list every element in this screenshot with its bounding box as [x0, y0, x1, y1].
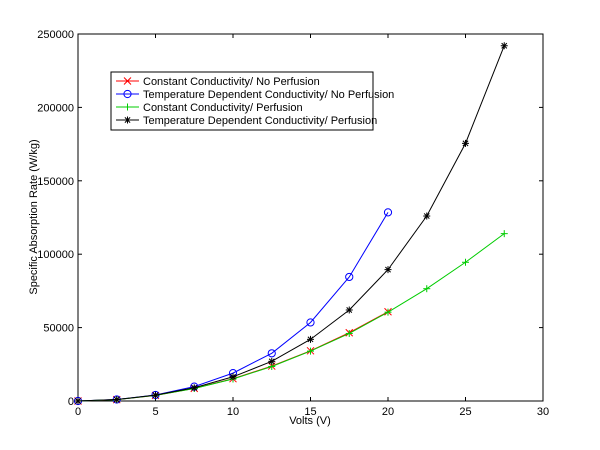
data-point: [229, 373, 237, 381]
y-tick-label: 200000: [37, 102, 74, 114]
data-point: [267, 349, 276, 358]
x-tick-label: 15: [304, 406, 316, 418]
legend-item: Temperature Dependent Conductivity/ Perf…: [116, 115, 377, 127]
x-tick-label: 30: [537, 406, 549, 418]
data-point: [345, 272, 354, 282]
legend-label: Temperature Dependent Conductivity/ Perf…: [143, 115, 377, 127]
data-point: [345, 329, 353, 337]
legend-item: Constant Conductivity/ Perfusion: [116, 102, 303, 114]
data-point: [306, 318, 315, 327]
data-point: [113, 396, 121, 404]
legend-marker: [124, 116, 131, 124]
data-point: [345, 306, 353, 314]
data-point: [307, 335, 314, 343]
data-point: [423, 285, 431, 293]
legend-marker: [123, 89, 132, 99]
data-point: [307, 347, 314, 355]
x-tick-label: 10: [227, 406, 239, 418]
legend-marker: [123, 77, 132, 85]
data-point: [152, 391, 159, 399]
data-point: [500, 230, 508, 238]
x-tick-label: 0: [75, 406, 81, 418]
legend-label: Constant Conductivity/ No Perfusion: [143, 76, 320, 88]
data-point: [268, 357, 276, 365]
series-line-4: [77, 45, 505, 402]
data-point: [74, 397, 82, 405]
y-axis-label: Specific Absorption Rate (W/kg): [28, 139, 40, 294]
legend-item: Constant Conductivity/ No Perfusion: [116, 76, 320, 88]
y-tick-label: 100000: [37, 249, 74, 261]
legend-label: Constant Conductivity/ Perfusion: [143, 102, 303, 114]
x-axis-label: Volts (V): [289, 415, 331, 427]
data-point: [384, 266, 392, 274]
data-point: [423, 212, 431, 220]
x-tick-label: 20: [382, 406, 394, 418]
y-tick-label: 150000: [37, 176, 74, 188]
x-tick-label: 5: [152, 406, 158, 418]
y-tick-label: 50000: [43, 323, 74, 335]
y-tick-label: 0: [68, 396, 74, 408]
legend: Constant Conductivity/ No PerfusionTempe…: [110, 71, 394, 131]
legend-item: Temperature Dependent Conductivity/ No P…: [116, 89, 394, 101]
legend-box: [110, 71, 374, 131]
data-point: [462, 258, 469, 266]
data-point: [383, 208, 393, 217]
data-series: [73, 42, 508, 406]
data-point: [500, 42, 508, 50]
data-point: [384, 308, 392, 316]
legend-marker: [124, 103, 131, 111]
y-axis: 0 50000 100000 150000 200000 250000: [37, 29, 543, 408]
legend-label: Temperature Dependent Conductivity/ No P…: [143, 89, 394, 101]
x-tick-label: 25: [459, 406, 471, 418]
data-point: [190, 384, 198, 392]
data-point: [462, 139, 469, 147]
y-tick-label: 250000: [37, 29, 74, 41]
